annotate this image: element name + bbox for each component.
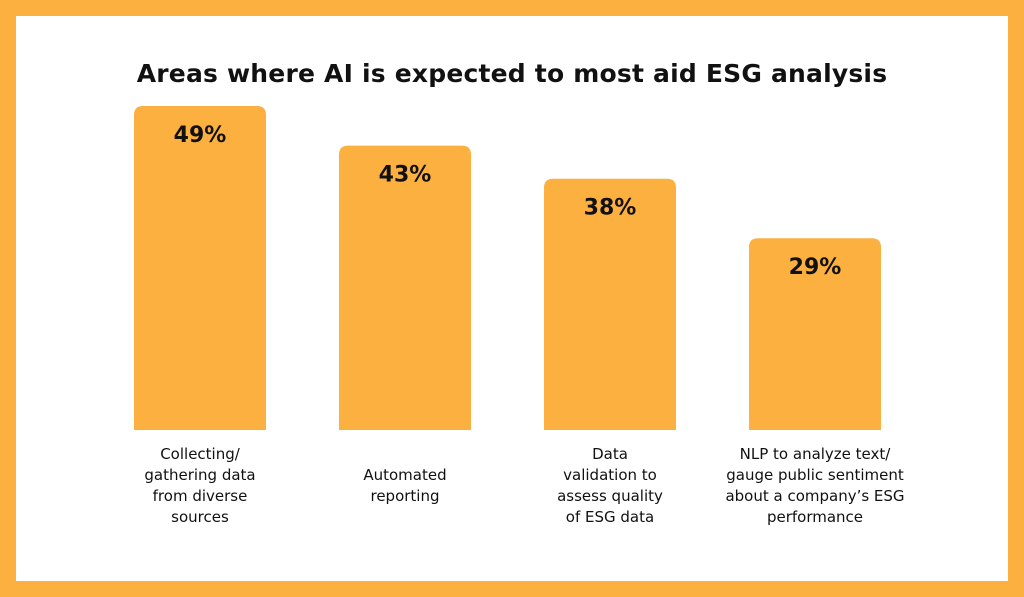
bar-value-label-4: 29%: [789, 255, 842, 280]
category-label-2: Automated reporting: [363, 466, 447, 505]
bar-4: [749, 238, 881, 430]
bar-value-label-2: 43%: [379, 163, 432, 188]
bar-chart: 49% 43% 38% 29%: [134, 106, 881, 430]
bar-value-label-1: 49%: [174, 123, 227, 148]
chart-panel: Areas where AI is expected to most aid E…: [16, 16, 1008, 581]
category-label-3: Data validation to assess quality of ESG…: [557, 445, 663, 526]
bar-2: [339, 145, 471, 430]
bar-1: [134, 106, 266, 430]
chart-title: Areas where AI is expected to most aid E…: [136, 59, 888, 88]
category-label-1: Collecting/ gathering data from diverse …: [144, 445, 256, 526]
bar-value-label-3: 38%: [584, 196, 637, 221]
category-label-4: NLP to analyze text/ gauge public sentim…: [725, 445, 905, 526]
bar-3: [544, 178, 676, 430]
